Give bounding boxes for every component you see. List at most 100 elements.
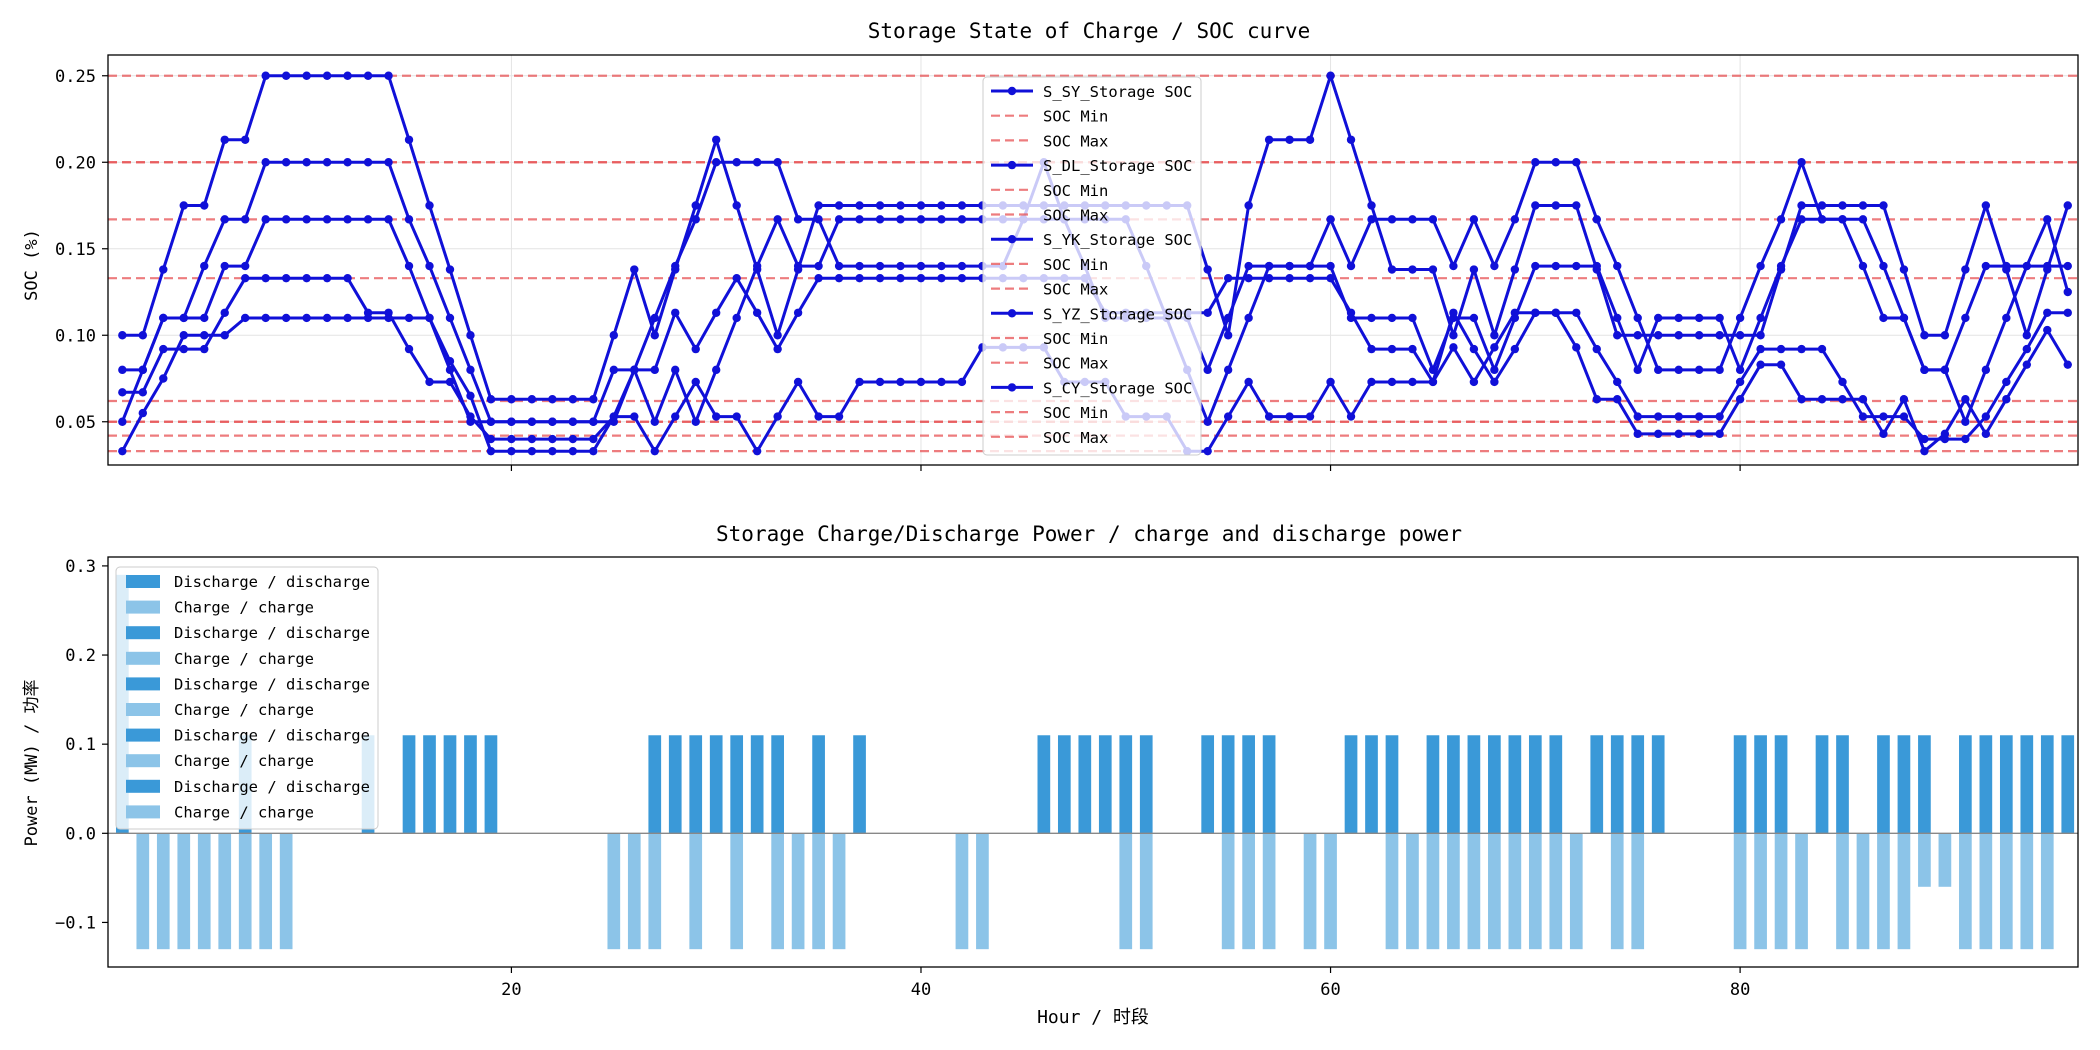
soc-point — [1408, 215, 1417, 224]
charge-bar — [1856, 833, 1870, 950]
soc-point — [1715, 313, 1724, 323]
soc-chart-title: Storage State of Charge / SOC curve — [868, 19, 1311, 43]
soc-point — [1223, 273, 1233, 283]
soc-point — [1285, 273, 1294, 283]
soc-point — [1264, 273, 1274, 283]
soc-point — [732, 313, 741, 323]
soc-point — [1920, 365, 1929, 375]
soc-point — [814, 273, 823, 283]
power-legend-swatch — [126, 703, 160, 716]
soc-point — [773, 158, 782, 167]
soc-point — [1244, 313, 1253, 323]
power-legend-item: Charge / charge — [126, 803, 314, 821]
soc-point — [179, 331, 188, 340]
soc-point — [1715, 331, 1724, 340]
soc-point — [159, 265, 168, 274]
soc-point — [241, 215, 250, 224]
charge-bar — [1754, 833, 1767, 950]
charge-bar — [1549, 833, 1563, 950]
discharge-bar — [1999, 735, 2013, 834]
power-y-tick-label: 0.3 — [65, 557, 96, 577]
soc-point — [384, 158, 393, 167]
soc-legend-label: SOC Max — [1043, 355, 1108, 373]
power-legend-item: Discharge / discharge — [126, 727, 370, 745]
soc-point — [1531, 308, 1540, 317]
discharge-bar — [1119, 735, 1133, 834]
discharge-bar — [1918, 735, 1931, 834]
soc-point — [1858, 395, 1868, 404]
soc-point — [650, 446, 659, 456]
soc-point — [445, 365, 455, 375]
charge-bar — [1999, 833, 2013, 950]
soc-point — [200, 313, 209, 323]
soc-point — [1981, 201, 1991, 210]
soc-point — [1613, 313, 1622, 323]
soc-point — [200, 201, 209, 210]
power-legend-item: Discharge / discharge — [126, 778, 370, 796]
discharge-bar — [648, 735, 662, 834]
soc-point — [1469, 313, 1479, 323]
power-y-axis-label: Power (MW) / 功率 — [22, 679, 42, 846]
soc-point — [1633, 429, 1642, 439]
soc-point — [1694, 365, 1704, 375]
soc-legend-label: S_SY_Storage SOC — [1043, 83, 1192, 101]
soc-point — [1899, 313, 1909, 323]
soc-point — [916, 377, 926, 387]
soc-point — [1715, 412, 1724, 421]
soc-point — [343, 158, 352, 167]
charge-bar — [1528, 833, 1542, 950]
discharge-bar — [1651, 735, 1665, 834]
soc-point — [1305, 261, 1315, 271]
power-legend: Discharge / discharge Charge / charge Disc… — [115, 566, 379, 830]
discharge-bar — [1877, 735, 1890, 834]
charge-bar — [1324, 833, 1337, 950]
soc-point — [343, 71, 352, 80]
soc-point — [118, 365, 127, 375]
soc-point — [1756, 360, 1765, 369]
soc-point — [1613, 331, 1622, 340]
soc-point — [1203, 308, 1212, 317]
soc-point — [1879, 201, 1888, 210]
soc-point — [1244, 261, 1253, 271]
soc-point — [630, 265, 639, 274]
soc-point — [691, 201, 700, 210]
soc-point — [1326, 215, 1335, 224]
soc-point — [1817, 201, 1827, 210]
soc-point — [937, 215, 946, 224]
charge-bar — [1303, 833, 1317, 950]
discharge-bar — [750, 735, 764, 834]
charge-bar — [1938, 833, 1952, 887]
discharge-bar — [1139, 735, 1153, 834]
soc-point — [1940, 331, 1950, 340]
soc-point — [302, 273, 311, 283]
soc-point — [855, 261, 864, 271]
soc-legend-marker — [1007, 86, 1017, 96]
soc-point — [2022, 360, 2032, 369]
power-chart: Storage Charge/Discharge Power / charge … — [22, 522, 2079, 1028]
soc-point — [1961, 417, 1970, 426]
soc-point — [200, 261, 209, 271]
discharge-bar — [443, 735, 457, 834]
soc-point — [896, 261, 905, 271]
soc-legend-item: S_YK_Storage SOC — [991, 231, 1192, 249]
soc-point — [1899, 412, 1909, 421]
soc-point — [609, 331, 619, 340]
soc-point — [261, 71, 270, 80]
power-legend-item: Discharge / discharge — [126, 675, 370, 693]
soc-point — [1674, 331, 1683, 340]
power-x-tick-label: 60 — [1320, 980, 1340, 1000]
soc-point — [568, 417, 578, 426]
soc-point — [1367, 201, 1376, 210]
soc-point — [1346, 412, 1356, 421]
soc-point — [1490, 261, 1499, 271]
soc-point — [1858, 261, 1868, 271]
soc-point — [650, 365, 659, 375]
soc-legend-box — [982, 76, 1202, 456]
soc-point — [1285, 412, 1294, 421]
soc-point — [1449, 261, 1458, 271]
soc-point — [507, 395, 516, 404]
power-legend-label: Charge / charge — [174, 650, 314, 668]
soc-point — [691, 377, 700, 387]
soc-point — [179, 201, 188, 210]
soc-point — [1694, 412, 1704, 421]
